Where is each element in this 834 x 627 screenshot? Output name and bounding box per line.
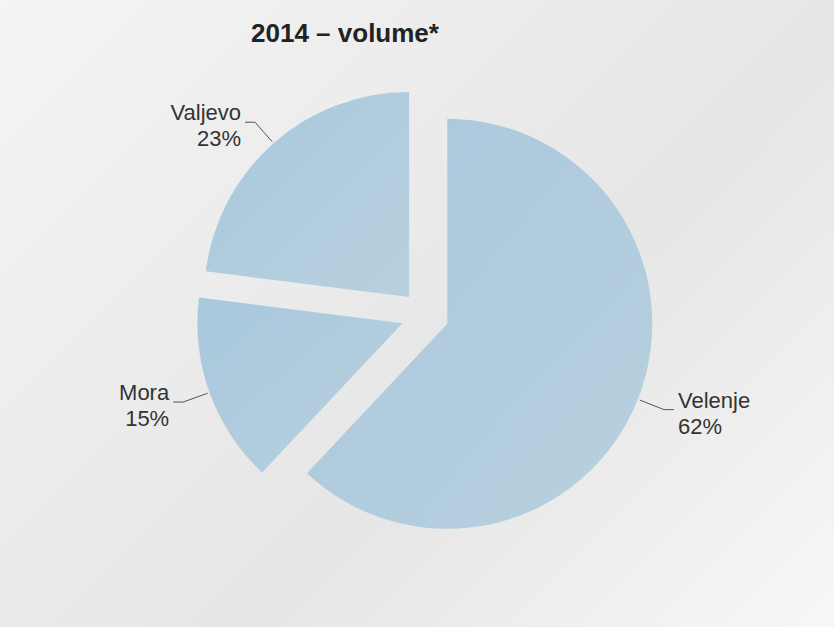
svg-text:Velenje62%: Velenje62%	[678, 388, 750, 439]
html-text:2014 – volume*: 2014 – volume*	[251, 18, 439, 48]
svg-text:Valjevo23%: Valjevo23%	[171, 100, 242, 151]
svg-text:Mora15%: Mora15%	[119, 380, 170, 431]
